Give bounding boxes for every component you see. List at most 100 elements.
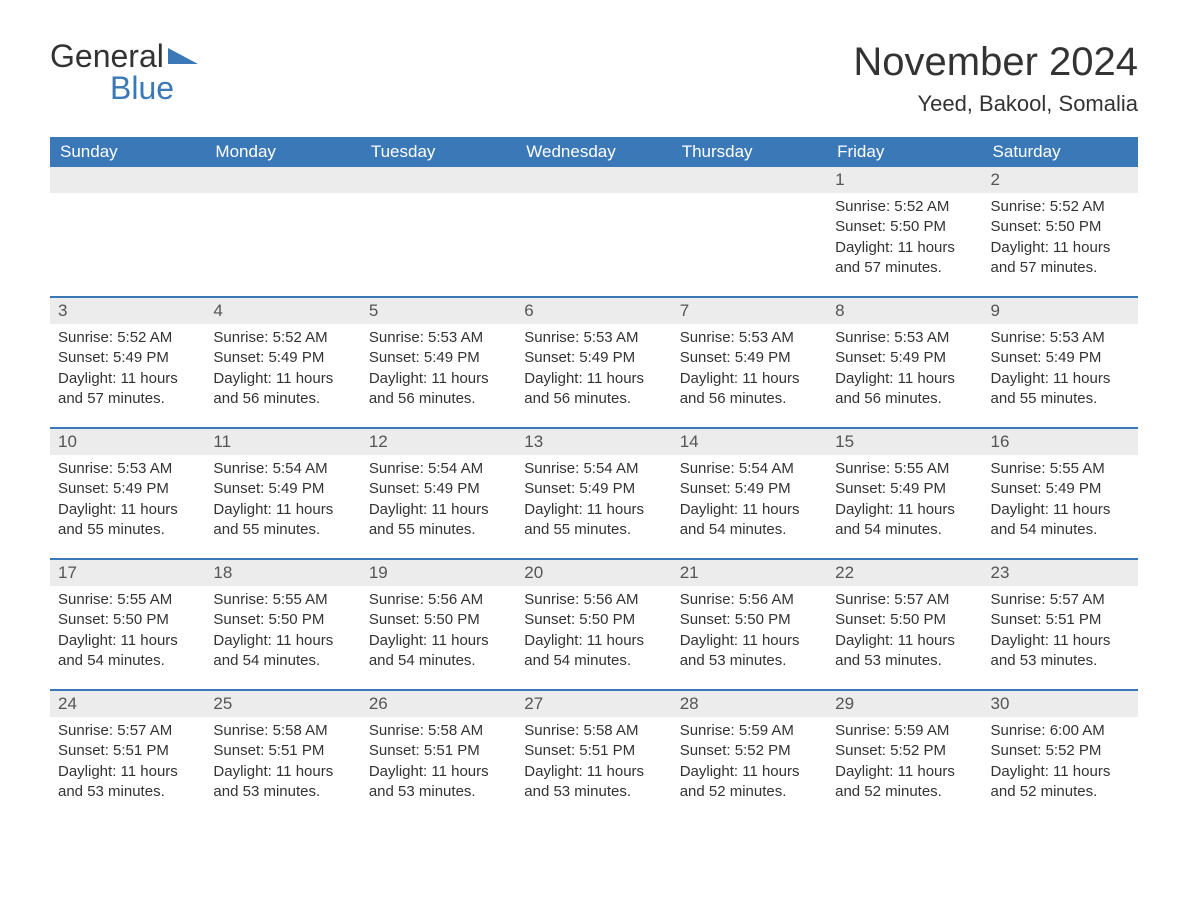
sunrise-line: Sunrise: 6:00 AM bbox=[991, 721, 1130, 741]
day-cell: 24Sunrise: 5:57 AMSunset: 5:51 PMDayligh… bbox=[50, 690, 205, 820]
sunset-line: Sunset: 5:51 PM bbox=[213, 741, 352, 761]
logo-flag-icon bbox=[168, 46, 198, 66]
week-row: 24Sunrise: 5:57 AMSunset: 5:51 PMDayligh… bbox=[50, 690, 1138, 820]
sunrise-line: Sunrise: 5:56 AM bbox=[524, 590, 663, 610]
day-details: Sunrise: 5:57 AMSunset: 5:51 PMDaylight:… bbox=[50, 717, 205, 820]
sunset-line: Sunset: 5:52 PM bbox=[680, 741, 819, 761]
sunset-line: Sunset: 5:50 PM bbox=[58, 610, 197, 630]
day-cell: 2Sunrise: 5:52 AMSunset: 5:50 PMDaylight… bbox=[983, 167, 1138, 297]
sunrise-line: Sunrise: 5:52 AM bbox=[835, 197, 974, 217]
sunrise-line: Sunrise: 5:52 AM bbox=[213, 328, 352, 348]
daylight-line: Daylight: 11 hours and 56 minutes. bbox=[524, 369, 663, 410]
sunrise-line: Sunrise: 5:53 AM bbox=[835, 328, 974, 348]
day-details: Sunrise: 5:53 AMSunset: 5:49 PMDaylight:… bbox=[827, 324, 982, 427]
sunrise-line: Sunrise: 5:58 AM bbox=[213, 721, 352, 741]
sunrise-line: Sunrise: 5:55 AM bbox=[835, 459, 974, 479]
day-cell: 5Sunrise: 5:53 AMSunset: 5:49 PMDaylight… bbox=[361, 297, 516, 428]
day-number-empty bbox=[516, 167, 671, 193]
day-details: Sunrise: 5:54 AMSunset: 5:49 PMDaylight:… bbox=[361, 455, 516, 558]
day-details: Sunrise: 6:00 AMSunset: 5:52 PMDaylight:… bbox=[983, 717, 1138, 820]
day-number-empty bbox=[205, 167, 360, 193]
day-number-empty bbox=[361, 167, 516, 193]
sunset-line: Sunset: 5:50 PM bbox=[213, 610, 352, 630]
col-wednesday: Wednesday bbox=[516, 137, 671, 167]
sunset-line: Sunset: 5:51 PM bbox=[369, 741, 508, 761]
day-number: 11 bbox=[205, 429, 360, 455]
sunset-line: Sunset: 5:51 PM bbox=[991, 610, 1130, 630]
sunset-line: Sunset: 5:49 PM bbox=[991, 479, 1130, 499]
sunrise-line: Sunrise: 5:56 AM bbox=[369, 590, 508, 610]
day-number: 26 bbox=[361, 691, 516, 717]
day-details: Sunrise: 5:56 AMSunset: 5:50 PMDaylight:… bbox=[361, 586, 516, 689]
day-details: Sunrise: 5:59 AMSunset: 5:52 PMDaylight:… bbox=[827, 717, 982, 820]
sunset-line: Sunset: 5:50 PM bbox=[991, 217, 1130, 237]
day-cell: 8Sunrise: 5:53 AMSunset: 5:49 PMDaylight… bbox=[827, 297, 982, 428]
day-number: 20 bbox=[516, 560, 671, 586]
sunset-line: Sunset: 5:49 PM bbox=[835, 348, 974, 368]
sunrise-line: Sunrise: 5:53 AM bbox=[369, 328, 508, 348]
sunrise-line: Sunrise: 5:53 AM bbox=[524, 328, 663, 348]
col-saturday: Saturday bbox=[983, 137, 1138, 167]
day-details: Sunrise: 5:53 AMSunset: 5:49 PMDaylight:… bbox=[516, 324, 671, 427]
day-cell: 22Sunrise: 5:57 AMSunset: 5:50 PMDayligh… bbox=[827, 559, 982, 690]
day-details: Sunrise: 5:58 AMSunset: 5:51 PMDaylight:… bbox=[516, 717, 671, 820]
day-cell: 28Sunrise: 5:59 AMSunset: 5:52 PMDayligh… bbox=[672, 690, 827, 820]
day-number: 1 bbox=[827, 167, 982, 193]
sunrise-line: Sunrise: 5:54 AM bbox=[213, 459, 352, 479]
daylight-line: Daylight: 11 hours and 52 minutes. bbox=[835, 762, 974, 803]
day-cell bbox=[516, 167, 671, 297]
day-number: 27 bbox=[516, 691, 671, 717]
day-details: Sunrise: 5:57 AMSunset: 5:51 PMDaylight:… bbox=[983, 586, 1138, 689]
day-number: 4 bbox=[205, 298, 360, 324]
col-thursday: Thursday bbox=[672, 137, 827, 167]
day-details: Sunrise: 5:55 AMSunset: 5:50 PMDaylight:… bbox=[205, 586, 360, 689]
sunset-line: Sunset: 5:49 PM bbox=[524, 348, 663, 368]
daylight-line: Daylight: 11 hours and 53 minutes. bbox=[680, 631, 819, 672]
sunset-line: Sunset: 5:50 PM bbox=[369, 610, 508, 630]
daylight-line: Daylight: 11 hours and 57 minutes. bbox=[835, 238, 974, 279]
sunrise-line: Sunrise: 5:58 AM bbox=[369, 721, 508, 741]
day-cell: 13Sunrise: 5:54 AMSunset: 5:49 PMDayligh… bbox=[516, 428, 671, 559]
day-details: Sunrise: 5:56 AMSunset: 5:50 PMDaylight:… bbox=[672, 586, 827, 689]
sunset-line: Sunset: 5:49 PM bbox=[835, 479, 974, 499]
sunrise-line: Sunrise: 5:56 AM bbox=[680, 590, 819, 610]
day-number: 30 bbox=[983, 691, 1138, 717]
sunset-line: Sunset: 5:49 PM bbox=[524, 479, 663, 499]
sunset-line: Sunset: 5:50 PM bbox=[524, 610, 663, 630]
week-row: 1Sunrise: 5:52 AMSunset: 5:50 PMDaylight… bbox=[50, 167, 1138, 297]
daylight-line: Daylight: 11 hours and 54 minutes. bbox=[58, 631, 197, 672]
daylight-line: Daylight: 11 hours and 52 minutes. bbox=[680, 762, 819, 803]
day-number: 24 bbox=[50, 691, 205, 717]
daylight-line: Daylight: 11 hours and 55 minutes. bbox=[58, 500, 197, 541]
day-number: 25 bbox=[205, 691, 360, 717]
daylight-line: Daylight: 11 hours and 53 minutes. bbox=[835, 631, 974, 672]
day-details: Sunrise: 5:59 AMSunset: 5:52 PMDaylight:… bbox=[672, 717, 827, 820]
day-details: Sunrise: 5:52 AMSunset: 5:50 PMDaylight:… bbox=[983, 193, 1138, 296]
day-details: Sunrise: 5:55 AMSunset: 5:49 PMDaylight:… bbox=[983, 455, 1138, 558]
sunrise-line: Sunrise: 5:52 AM bbox=[991, 197, 1130, 217]
day-number: 29 bbox=[827, 691, 982, 717]
day-cell: 1Sunrise: 5:52 AMSunset: 5:50 PMDaylight… bbox=[827, 167, 982, 297]
col-monday: Monday bbox=[205, 137, 360, 167]
daylight-line: Daylight: 11 hours and 54 minutes. bbox=[835, 500, 974, 541]
day-details: Sunrise: 5:54 AMSunset: 5:49 PMDaylight:… bbox=[672, 455, 827, 558]
day-cell: 14Sunrise: 5:54 AMSunset: 5:49 PMDayligh… bbox=[672, 428, 827, 559]
sunset-line: Sunset: 5:52 PM bbox=[835, 741, 974, 761]
sunrise-line: Sunrise: 5:57 AM bbox=[835, 590, 974, 610]
day-number: 12 bbox=[361, 429, 516, 455]
day-cell bbox=[205, 167, 360, 297]
sunrise-line: Sunrise: 5:53 AM bbox=[991, 328, 1130, 348]
day-details: Sunrise: 5:54 AMSunset: 5:49 PMDaylight:… bbox=[516, 455, 671, 558]
col-friday: Friday bbox=[827, 137, 982, 167]
day-cell: 9Sunrise: 5:53 AMSunset: 5:49 PMDaylight… bbox=[983, 297, 1138, 428]
day-number: 22 bbox=[827, 560, 982, 586]
day-cell: 21Sunrise: 5:56 AMSunset: 5:50 PMDayligh… bbox=[672, 559, 827, 690]
daylight-line: Daylight: 11 hours and 55 minutes. bbox=[991, 369, 1130, 410]
sunset-line: Sunset: 5:49 PM bbox=[58, 479, 197, 499]
daylight-line: Daylight: 11 hours and 57 minutes. bbox=[991, 238, 1130, 279]
day-cell: 16Sunrise: 5:55 AMSunset: 5:49 PMDayligh… bbox=[983, 428, 1138, 559]
sunset-line: Sunset: 5:49 PM bbox=[680, 479, 819, 499]
title-block: November 2024 Yeed, Bakool, Somalia bbox=[853, 40, 1138, 117]
sunrise-line: Sunrise: 5:54 AM bbox=[524, 459, 663, 479]
sunrise-line: Sunrise: 5:54 AM bbox=[680, 459, 819, 479]
